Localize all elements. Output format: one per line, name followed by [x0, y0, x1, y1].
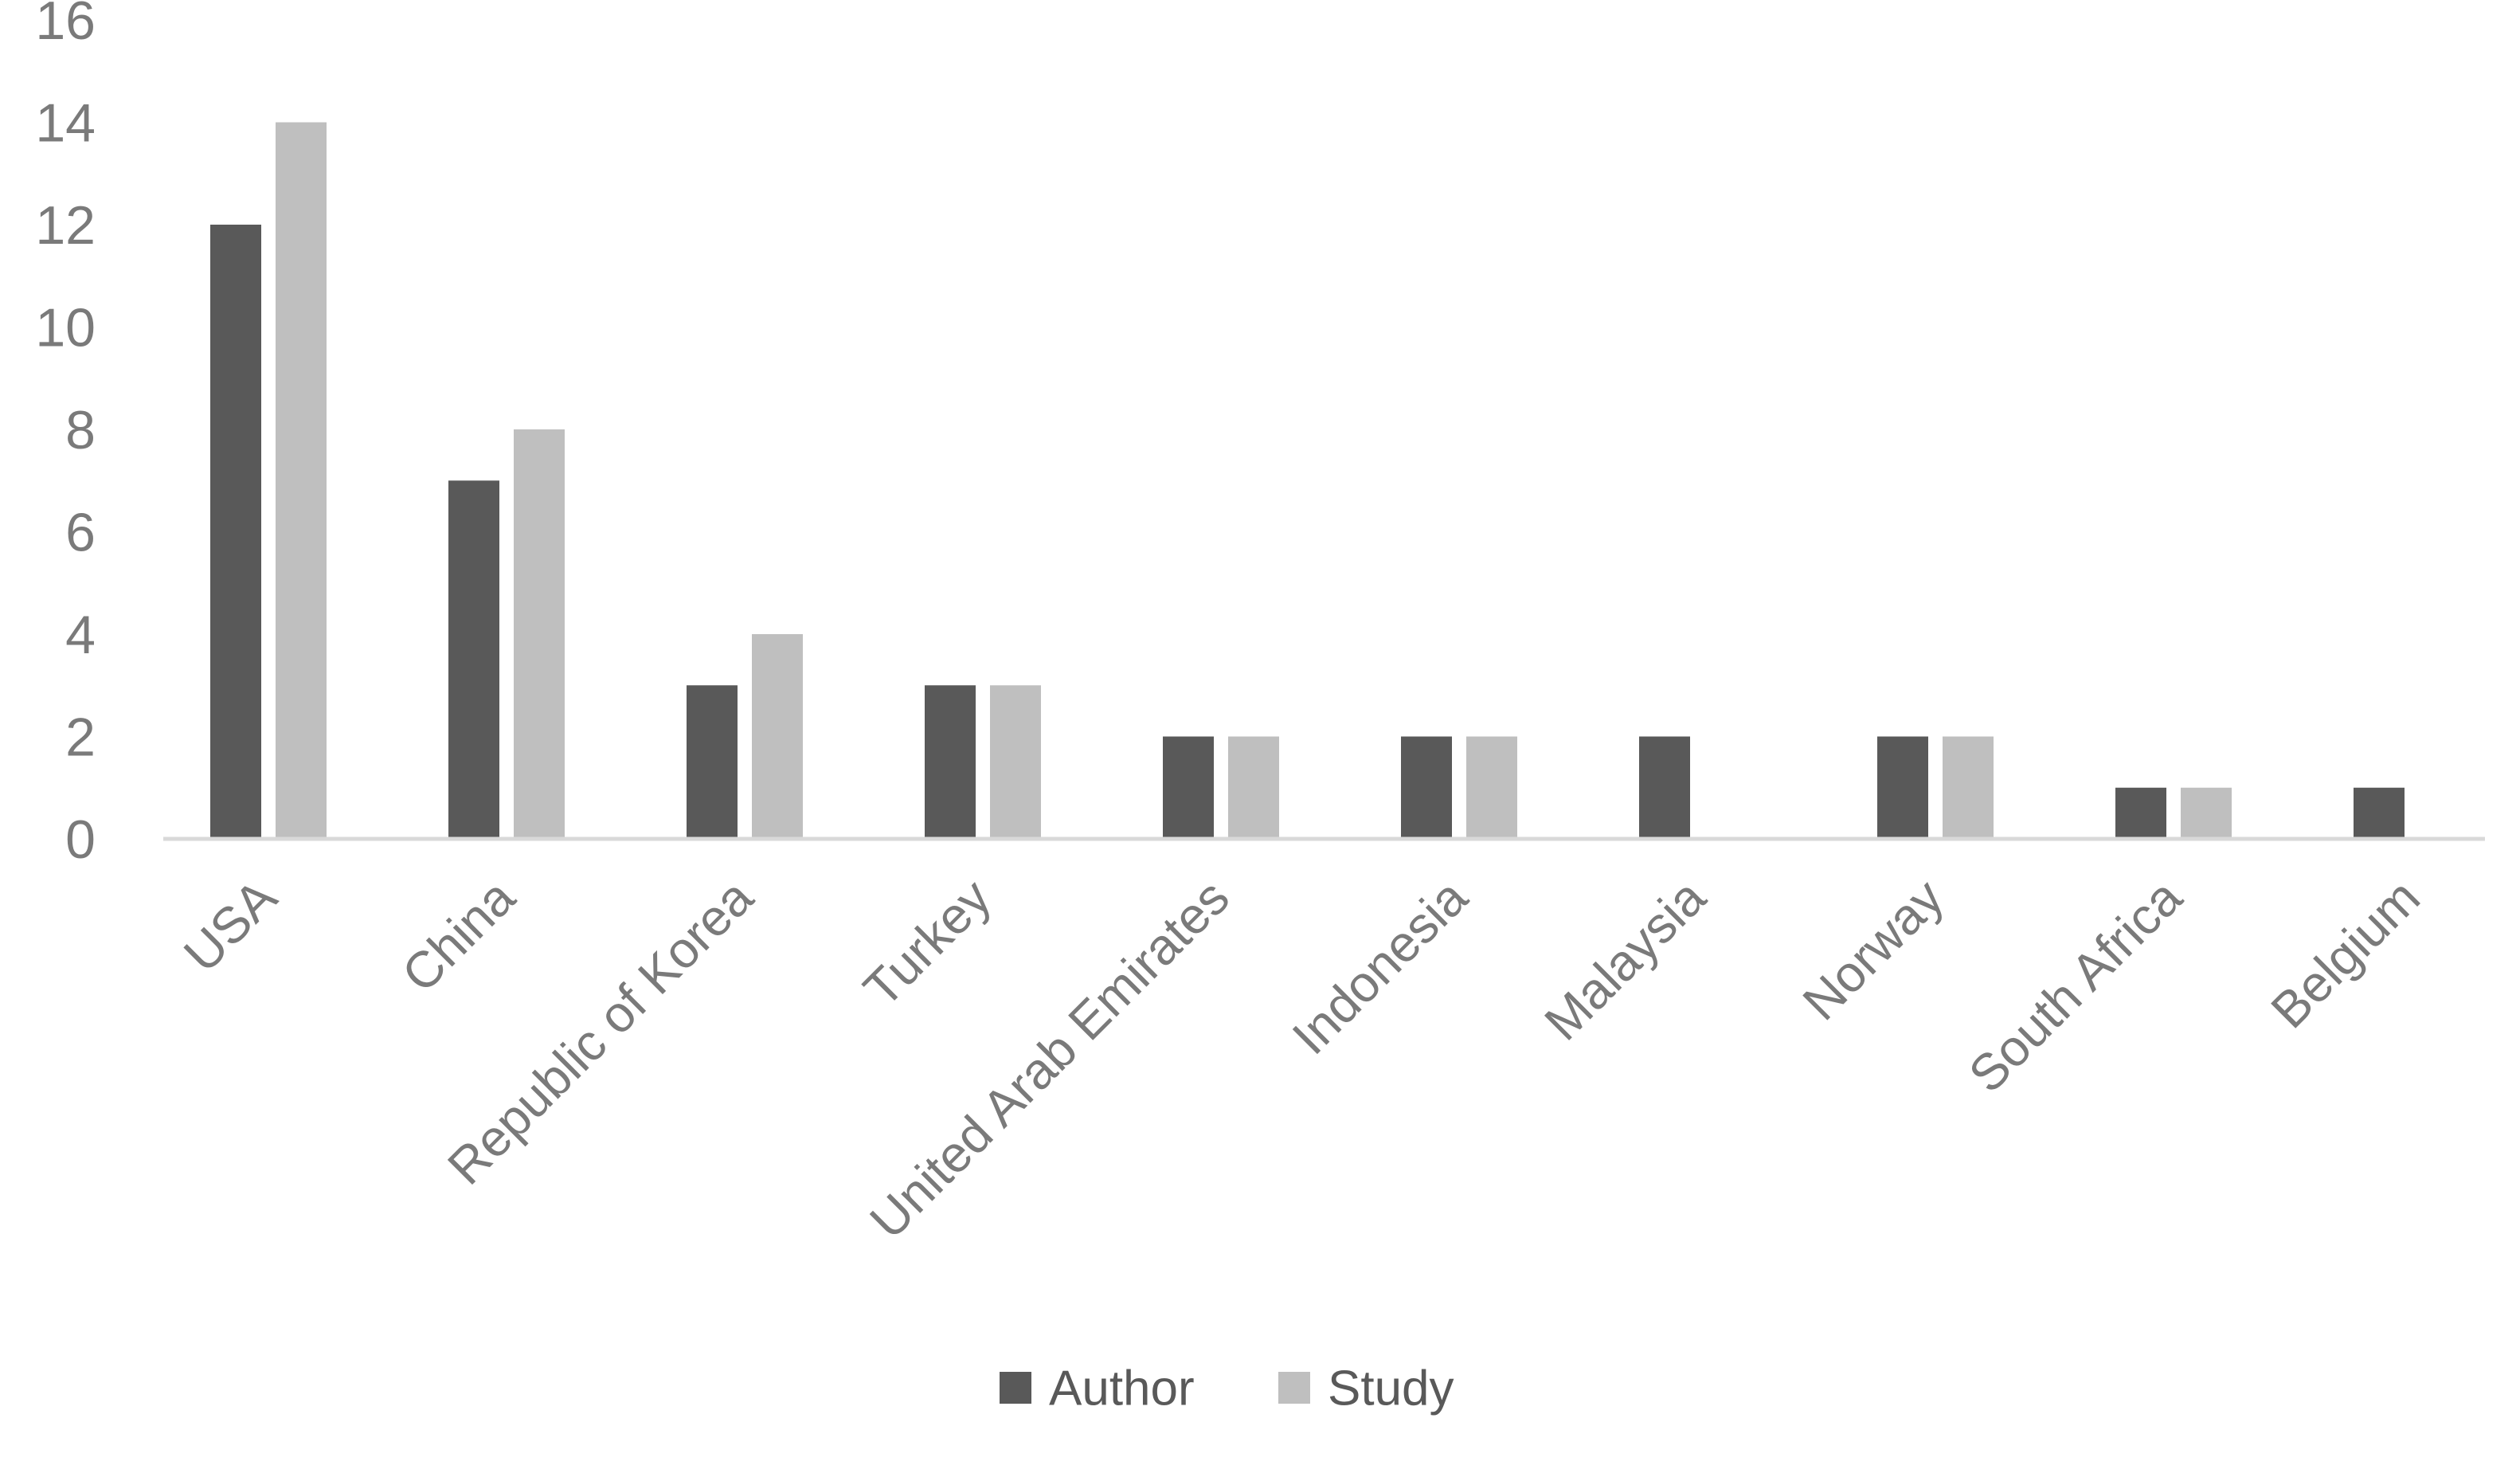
legend-swatch-study [1278, 1372, 1310, 1404]
y-tick-label: 2 [65, 707, 96, 767]
y-tick-label: 16 [35, 0, 96, 51]
legend-label-author: Author [1049, 1361, 1195, 1416]
bar-study-united-arab-emirates [1228, 736, 1279, 839]
bar-author-south-africa [2115, 787, 2166, 839]
y-tick-label: 10 [35, 297, 96, 358]
y-tick-label: 4 [65, 605, 96, 665]
bar-author-united-arab-emirates [1163, 736, 1214, 839]
bar-study-turkey [990, 685, 1041, 839]
y-tick-label: 8 [65, 400, 96, 460]
category-label-usa: USA [173, 868, 288, 983]
bar-study-republic-of-korea [752, 634, 803, 839]
y-tick-label: 12 [35, 195, 96, 256]
bar-author-norway [1877, 736, 1928, 839]
bar-author-china [448, 480, 499, 839]
bar-study-indonesia [1466, 736, 1517, 839]
bar-study-china [514, 429, 565, 839]
category-label-turkey: Turkey [852, 868, 1002, 1018]
category-label-norway: Norway [1792, 868, 1955, 1031]
bar-study-norway [1943, 736, 1994, 839]
bar-author-belgium [2354, 787, 2405, 839]
legend-label-study: Study [1328, 1361, 1454, 1416]
bar-study-usa [276, 122, 327, 839]
category-label-belgium: Belgium [2260, 868, 2430, 1039]
category-label-malaysia: Malaysia [1533, 868, 1716, 1052]
bar-author-usa [210, 225, 261, 839]
bar-author-turkey [925, 685, 976, 839]
legend-swatch-author [1000, 1372, 1031, 1404]
bar-author-indonesia [1401, 736, 1452, 839]
category-label-south-africa: South Africa [1958, 868, 2193, 1103]
bar-author-malaysia [1639, 736, 1690, 839]
category-label-indonesia: Indonesia [1282, 868, 1478, 1065]
category-label-china: China [391, 868, 526, 1003]
bar-author-republic-of-korea [687, 685, 738, 839]
y-tick-label: 0 [65, 809, 96, 870]
bar-study-south-africa [2181, 787, 2232, 839]
y-tick-label: 6 [65, 502, 96, 562]
y-tick-label: 14 [35, 92, 96, 153]
